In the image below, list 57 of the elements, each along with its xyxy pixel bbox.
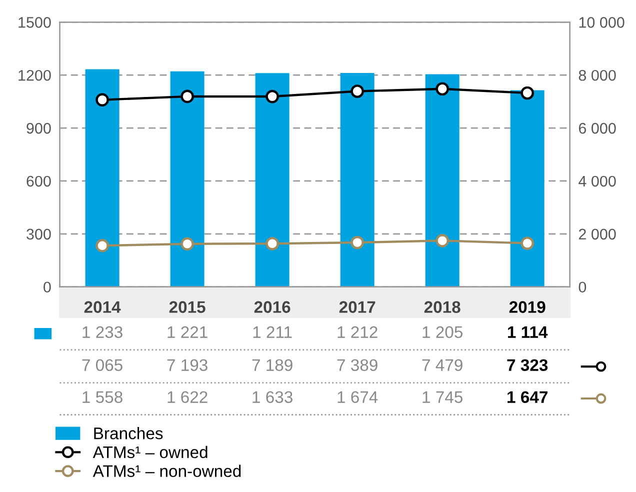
y-tick-label: 0 <box>44 282 51 293</box>
x-tick-label: 2014 <box>84 301 121 313</box>
data-label: 1 745 <box>422 391 462 403</box>
point <box>520 86 534 100</box>
legend-label: Branches <box>94 427 163 440</box>
point <box>436 82 450 96</box>
data-label: 1 647 <box>508 391 548 403</box>
data-label: 1 114 <box>508 326 548 338</box>
data-label: 7 065 <box>82 359 122 372</box>
data-label: 1 674 <box>338 391 378 403</box>
x-tick-label: 2019 <box>509 301 546 313</box>
data-label: 1 212 <box>338 326 378 338</box>
y2-tick-label: 2 000 <box>578 228 616 240</box>
y-tick-label: 600 <box>26 176 51 187</box>
y-tick-label: 1500 <box>18 17 51 28</box>
data-label: 7 479 <box>422 359 462 372</box>
bar <box>340 72 374 287</box>
y2-tick-label: 10 000 <box>579 17 624 28</box>
y-tick-label: 900 <box>26 122 51 134</box>
x-tick-label: 2016 <box>254 301 290 313</box>
y-tick-label: 1200 <box>18 70 51 81</box>
point <box>436 234 450 248</box>
data-label: 1 558 <box>82 391 122 403</box>
point <box>96 93 109 106</box>
data-label: 7 189 <box>252 359 292 372</box>
point <box>350 84 364 98</box>
y2-tick-label: 4 000 <box>578 176 616 187</box>
data-label: 1 221 <box>168 326 208 338</box>
point <box>266 90 279 104</box>
y2-tick-label: 6 000 <box>578 122 616 134</box>
data-label: 7 389 <box>337 359 378 372</box>
data-label: 1 633 <box>252 391 292 403</box>
x-tick-label: 2017 <box>339 301 376 313</box>
data-label: 1 211 <box>253 326 292 338</box>
point <box>180 237 194 251</box>
x-tick-label: 2018 <box>424 301 460 313</box>
data-label: 1 233 <box>82 326 122 338</box>
bar <box>170 71 204 287</box>
y2-tick-label: 0 <box>578 282 586 293</box>
bar <box>255 73 290 287</box>
y-tick-label: 300 <box>26 228 51 240</box>
bar <box>85 69 120 287</box>
bar <box>510 90 544 287</box>
legend-label: ATMs¹ – non-owned <box>92 464 241 478</box>
data-label: 1 622 <box>168 391 208 403</box>
point <box>96 238 109 252</box>
point <box>520 236 534 250</box>
legend-label: ATMs¹ – owned <box>92 446 208 458</box>
data-label: 7 193 <box>167 359 208 372</box>
y2-tick-label: 8 000 <box>578 70 616 81</box>
point <box>180 90 194 104</box>
point <box>266 236 279 250</box>
data-label: 1 205 <box>422 326 462 338</box>
data-label: 7 323 <box>507 359 548 372</box>
bar <box>425 74 460 287</box>
x-tick-label: 2015 <box>169 301 206 313</box>
point <box>350 236 364 250</box>
